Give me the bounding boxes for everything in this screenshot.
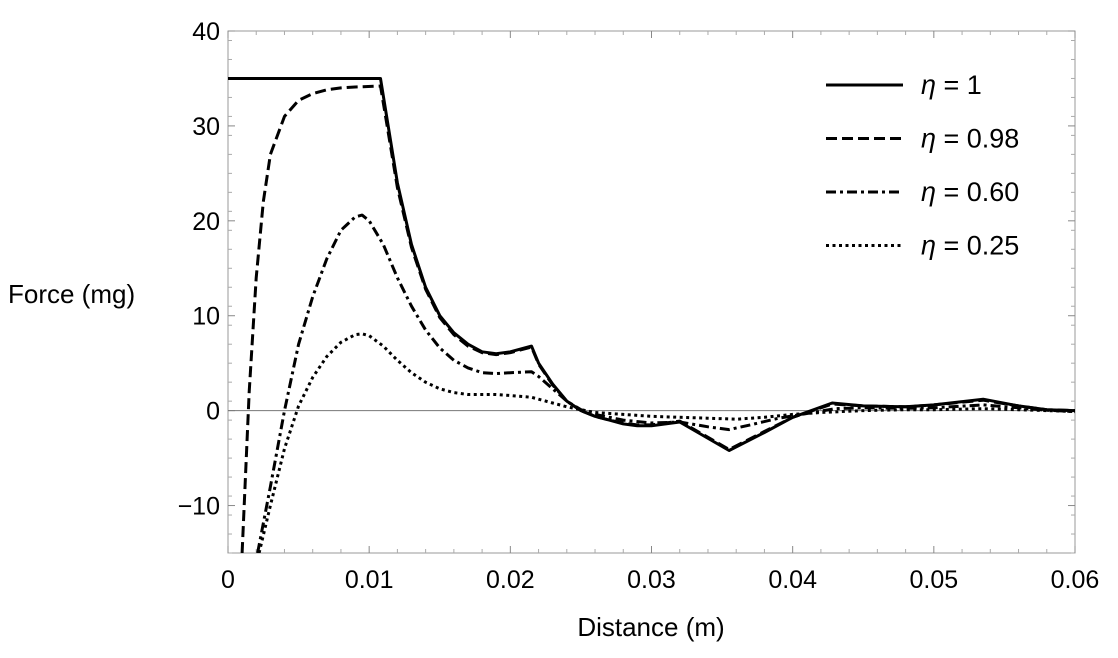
legend-value: = 0.60 xyxy=(936,177,1019,207)
x-tick-label: 0.05 xyxy=(909,566,958,594)
y-tick-label: 10 xyxy=(192,303,220,331)
legend: η = 1η = 0.98η = 0.60η = 0.25 xyxy=(826,70,1019,261)
y-tick-label: 0 xyxy=(206,398,220,426)
legend-label-1: η = 1 xyxy=(921,70,982,100)
major-ticks xyxy=(227,30,1076,553)
y-tick-label: 20 xyxy=(192,208,220,236)
legend-symbol: η xyxy=(921,177,936,207)
x-tick-label: 0.06 xyxy=(1051,566,1100,594)
legend-value: = 0.98 xyxy=(936,124,1019,154)
x-tick-labels: 0 0.01 0.02 0.03 0.04 0.05 0.06 xyxy=(221,566,1099,594)
series-line-2 xyxy=(240,84,1075,553)
series-layer xyxy=(228,77,1075,553)
legend-value: = 1 xyxy=(936,70,982,100)
minor-ticks xyxy=(228,31,1075,554)
x-tick-label: 0.01 xyxy=(345,566,394,594)
x-tick-label: 0 xyxy=(221,566,235,594)
legend-symbol: η xyxy=(921,124,936,154)
legend-symbol: η xyxy=(921,231,936,261)
plot-frame xyxy=(227,30,1076,554)
x-tick-label: 0.02 xyxy=(486,566,535,594)
legend-label-3: η = 0.60 xyxy=(921,177,1019,207)
x-tick-label: 0.03 xyxy=(627,566,676,594)
legend-value: = 0.25 xyxy=(936,231,1019,261)
y-axis-title: Force (mg) xyxy=(8,279,135,309)
series-line-3 xyxy=(256,213,1075,553)
x-axis-title: Distance (m) xyxy=(577,612,724,642)
x-tick-label: 0.04 xyxy=(768,566,817,594)
legend-label-4: η = 0.25 xyxy=(921,231,1019,261)
y-tick-label: 40 xyxy=(192,18,220,46)
series-line-4 xyxy=(257,332,1075,553)
legend-label-2: η = 0.98 xyxy=(921,124,1019,154)
y-tick-label: 30 xyxy=(192,113,220,141)
y-tick-labels: −10 0 10 20 30 40 xyxy=(178,18,220,521)
y-tick-label: −10 xyxy=(178,493,220,521)
legend-symbol: η xyxy=(921,70,936,100)
